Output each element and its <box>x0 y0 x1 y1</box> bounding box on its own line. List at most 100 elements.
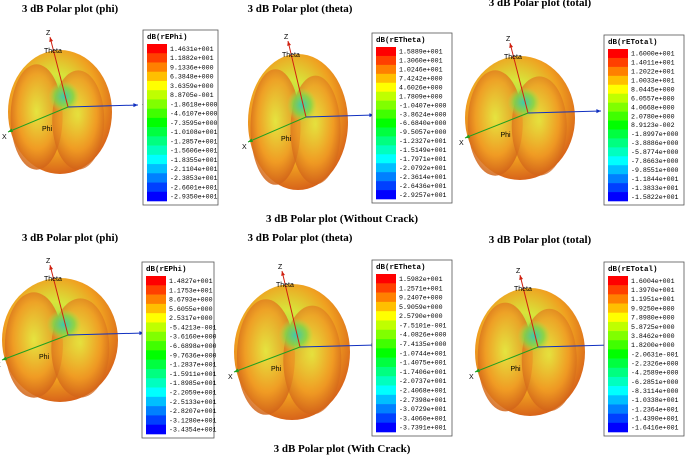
legend-swatch <box>376 283 396 293</box>
legend-swatch <box>376 422 396 433</box>
legend-label: -1.5822e+001 <box>631 194 679 201</box>
legend-swatch <box>147 71 167 82</box>
legend-label: -1.2364e+001 <box>631 406 679 413</box>
legend-swatch <box>608 376 628 387</box>
legend-label: -4.2589e+000 <box>631 370 679 377</box>
legend-label: -6.6898e+000 <box>169 343 217 350</box>
legend-label: -9.8551e+000 <box>631 167 679 174</box>
legend-label: 3.8462e+000 <box>631 333 675 340</box>
legend-label: -2.0631e-001 <box>631 351 679 358</box>
legend-swatch <box>147 53 167 63</box>
legend-swatch <box>146 350 166 360</box>
legend-swatch <box>608 404 628 414</box>
axis-line <box>49 264 69 336</box>
legend-swatch <box>147 117 167 128</box>
legend-label: 1.5982e+001 <box>399 276 443 283</box>
pattern-null <box>48 81 80 112</box>
legend-swatch <box>146 341 166 351</box>
axis-line <box>281 270 301 348</box>
legend-swatch <box>146 303 166 314</box>
legend-label: 1.2571e+001 <box>399 285 443 292</box>
legend-label: -3.8624e+000 <box>399 111 447 118</box>
legend-label: -4.6107e+000 <box>170 111 218 118</box>
legend-label: 8.0445e+000 <box>631 86 675 93</box>
legend-swatch <box>608 49 628 59</box>
legend-swatch <box>376 311 396 321</box>
legend-label: 9.1336e+000 <box>170 64 214 71</box>
legend-label: -1.4390e+001 <box>631 416 679 423</box>
legend-label: -3.0729e+001 <box>399 406 447 413</box>
legend-label: -2.9257e+001 <box>399 192 447 199</box>
legend-label: -2.3853e+001 <box>170 175 218 182</box>
legend-swatch <box>376 376 396 386</box>
legend-label: -2.2326e+000 <box>631 360 679 367</box>
legend-label: -1.4075e+001 <box>399 360 447 367</box>
legend-swatch <box>608 147 628 157</box>
legend-label: 1.0246e+001 <box>399 67 443 74</box>
legend-label: 5.8725e+000 <box>631 324 675 331</box>
legend-label: -1.3833e+001 <box>631 185 679 192</box>
axis-label: Z <box>46 30 51 37</box>
legend-swatch <box>376 366 396 377</box>
legend-swatch <box>608 174 628 184</box>
legend-swatch <box>147 44 167 54</box>
legend-swatch <box>376 109 396 119</box>
caption: 3 dB Polar plot (With Crack) <box>274 443 411 455</box>
axis-label: Z <box>46 258 51 265</box>
axis-label: X <box>459 140 464 147</box>
legend-swatch <box>146 313 166 323</box>
legend-swatch <box>608 192 628 202</box>
axis-label: X <box>228 374 233 381</box>
pattern-null <box>46 309 82 340</box>
legend-title: dB(rETotal) <box>608 39 658 47</box>
legend-swatch <box>608 422 628 433</box>
legend-label: 6.3848e+000 <box>170 74 214 81</box>
legend-title: dB(rEPhi) <box>147 34 188 42</box>
panel-title: 3 dB Polar plot (total) <box>489 234 592 246</box>
legend-swatch <box>376 394 396 405</box>
axis-arrow <box>287 41 291 46</box>
legend-label: -9.5057e+000 <box>399 129 447 136</box>
legend-label: 2.0780e+000 <box>631 113 675 120</box>
legend-label: -1.5606e+001 <box>170 148 218 155</box>
legend-label: -2.1104e+001 <box>170 166 218 173</box>
legend-swatch <box>147 127 167 137</box>
legend-label: -1.2857e+001 <box>170 138 218 145</box>
axis-label: X <box>242 144 247 151</box>
legend-label: -1.2837e+001 <box>169 362 217 369</box>
axis-label: Phi <box>511 366 522 373</box>
legend-label: 1.1753e+001 <box>169 287 213 294</box>
legend-swatch <box>608 303 628 314</box>
axis-label: Theta <box>504 54 522 61</box>
legend-label: -1.5149e+001 <box>399 147 447 154</box>
axis-line <box>474 346 539 373</box>
legend-label: 6.0557e+000 <box>631 95 675 102</box>
axis-label: Z <box>506 36 511 43</box>
legend-swatch <box>608 413 628 424</box>
legend-swatch <box>376 348 396 358</box>
legend-label: -7.4135e+000 <box>399 341 447 348</box>
polar-panel: 3 dB Polar plot (theta)ZYXThetaPhidB(rET… <box>228 232 453 437</box>
legend-swatch <box>608 138 628 148</box>
axis-line <box>1 334 69 361</box>
legend-swatch <box>147 108 167 119</box>
axis-arrow <box>509 43 514 48</box>
legend-label: -1.8985e+001 <box>169 380 217 387</box>
axis-label: Phi <box>271 366 282 373</box>
axis-line <box>49 36 69 108</box>
panel-title: 3 dB Polar plot (total) <box>489 0 592 9</box>
axis-line <box>464 112 529 139</box>
legend-swatch <box>376 82 396 93</box>
axis-arrow <box>248 138 253 142</box>
polar-panel: 3 dB Polar plot (total)ZYXThetaPhidB(rET… <box>459 0 685 206</box>
axis-line <box>7 106 69 133</box>
legend-label: 8.8705e-001 <box>170 92 214 99</box>
legend-swatch <box>376 47 396 57</box>
legend-swatch <box>146 424 166 435</box>
legend-swatch <box>146 331 166 342</box>
legend-swatch <box>376 404 396 414</box>
panel-title: 3 dB Polar plot (theta) <box>248 232 353 244</box>
legend-swatch <box>147 145 167 156</box>
axis-label: Phi <box>42 126 53 133</box>
